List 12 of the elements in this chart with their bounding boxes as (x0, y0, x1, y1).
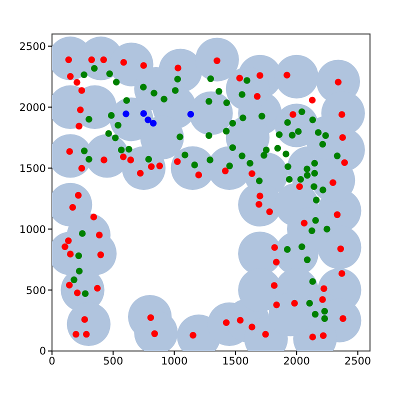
x-tick-label: 1500 (222, 355, 249, 368)
x-tick-label: 2000 (283, 355, 310, 368)
y-tick-label: 2500 (19, 40, 46, 53)
y-tick-label: 500 (26, 284, 46, 297)
y-tick-label: 0 (39, 346, 46, 358)
y-tick-label: 1500 (19, 162, 46, 175)
x-tick-label: 1000 (160, 355, 188, 368)
y-tick-label: 2000 (19, 102, 46, 114)
x-tick-label: 2500 (344, 355, 372, 368)
y-tick-label: 1000 (19, 224, 46, 236)
x-tick-label: 0 (48, 355, 56, 368)
x-tick-label: 500 (103, 355, 124, 368)
